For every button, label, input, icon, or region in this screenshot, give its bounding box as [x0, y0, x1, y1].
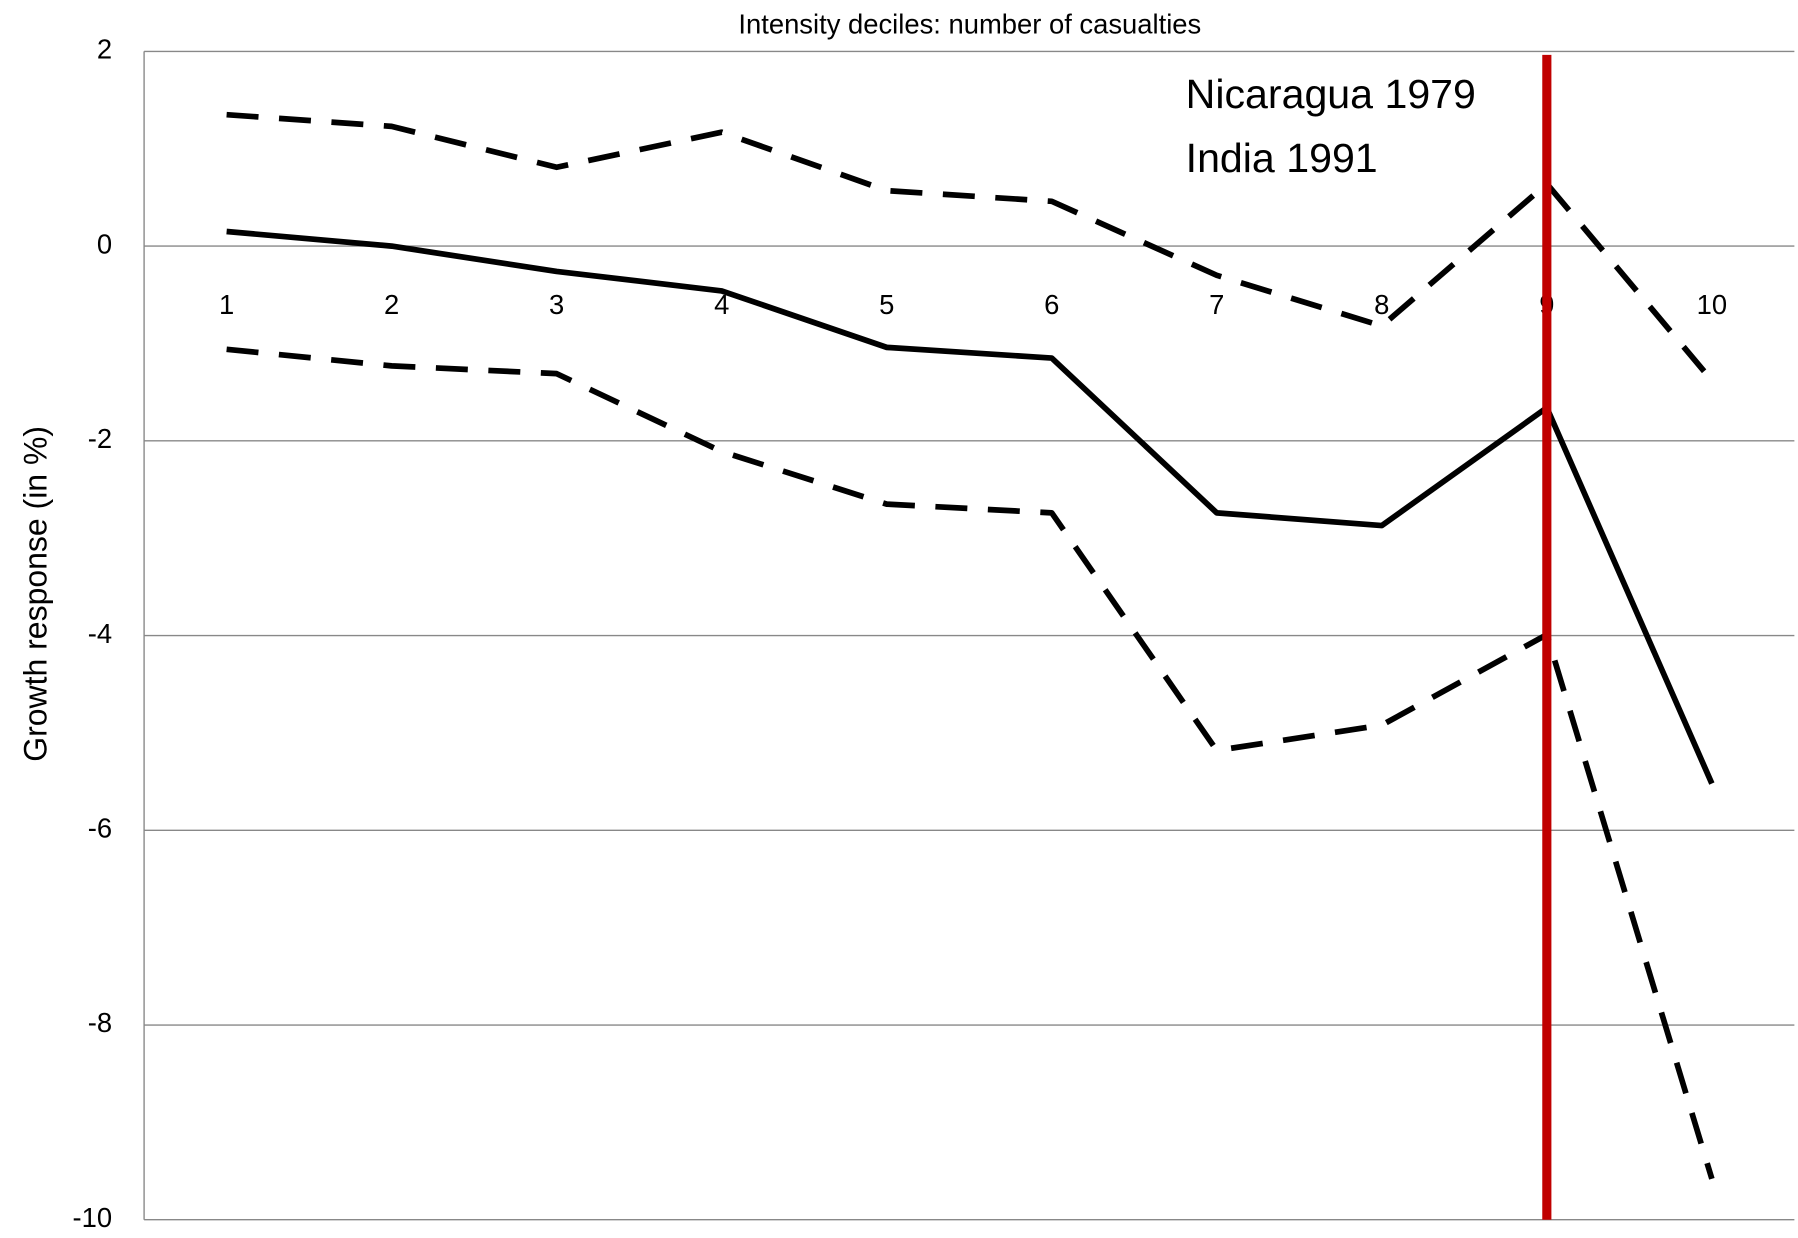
y-tick-label: -2	[88, 423, 112, 454]
x-tick-label: 10	[1697, 289, 1727, 320]
y-tick-label: -10	[73, 1202, 113, 1233]
y-axis-label: Growth response (in %)	[17, 426, 53, 762]
data-line	[226, 228, 1715, 785]
chart-title: Intensity deciles: number of casualties	[738, 9, 1201, 40]
annotation: Nicaragua 1979	[1186, 71, 1476, 117]
y-tick-label: 2	[97, 34, 112, 65]
y-tick-label: -4	[88, 618, 112, 649]
x-tick-label: 1	[219, 289, 234, 320]
x-tick-label: 8	[1374, 289, 1389, 320]
x-tick-label: 5	[879, 289, 894, 320]
y-tick-label: -6	[88, 813, 112, 844]
x-tick-label: 7	[1209, 289, 1224, 320]
x-tick-label: 6	[1044, 289, 1059, 320]
data-line	[226, 111, 1715, 383]
x-tick-label: 3	[549, 289, 564, 320]
y-tick-label: -8	[88, 1007, 112, 1038]
annotation: India 1991	[1186, 135, 1378, 181]
data-line	[226, 346, 1715, 1180]
x-tick-label: 4	[714, 289, 729, 320]
y-tick-label: 0	[97, 228, 112, 259]
x-tick-label: 2	[384, 289, 399, 320]
